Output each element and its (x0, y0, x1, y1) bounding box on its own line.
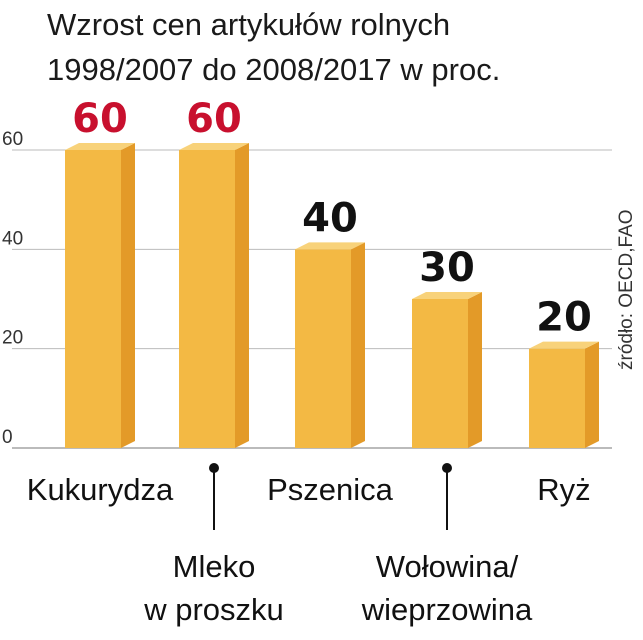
category-label: wieprzowina (361, 592, 533, 627)
bar-value-label: 60 (186, 96, 242, 142)
bars (65, 143, 599, 448)
bar-top (65, 143, 135, 150)
source-note: źródło: OECD,FAO (616, 210, 637, 371)
bar-value-label: 40 (302, 195, 358, 241)
chart-title-line-2: 1998/2007 do 2008/2017 w proc. (47, 52, 500, 87)
bar-top (179, 143, 249, 150)
y-tick-label: 0 (2, 427, 13, 448)
bar-front (529, 348, 585, 448)
chart-title-line-1: Wzrost cen artykułów rolnych (47, 7, 450, 42)
bar-value-label: 60 (72, 96, 128, 142)
bar-front (65, 150, 121, 448)
bar-top (529, 341, 599, 349)
y-tick-label: 40 (2, 228, 23, 249)
bar-front (179, 150, 235, 448)
y-tick-label: 20 (2, 328, 23, 349)
category-label: Ryż (537, 472, 590, 507)
bar-side (121, 143, 135, 448)
category-label: Pszenica (267, 472, 394, 507)
bar-side (235, 143, 249, 448)
category-label: Mleko (173, 549, 256, 584)
bar-value-label: 20 (536, 295, 592, 341)
bar-top (295, 242, 365, 250)
bar-value-label: 30 (419, 245, 475, 291)
category-label: w proszku (143, 592, 284, 627)
bar-top (412, 292, 482, 299)
bar-front (412, 299, 468, 448)
y-tick-label: 60 (2, 129, 23, 150)
category-labels: 60 Kukurydza 60 Mleko w proszku 40 Pszenica 30 W… (27, 96, 592, 627)
bar-front (295, 249, 351, 448)
bar-side (468, 292, 482, 448)
category-label: Kukurydza (27, 472, 174, 507)
bar-side (351, 242, 365, 448)
bar-side (585, 341, 599, 448)
y-axis-ticks: 0 20 40 60 (2, 129, 23, 448)
category-label: Wołowina/ (376, 549, 519, 584)
